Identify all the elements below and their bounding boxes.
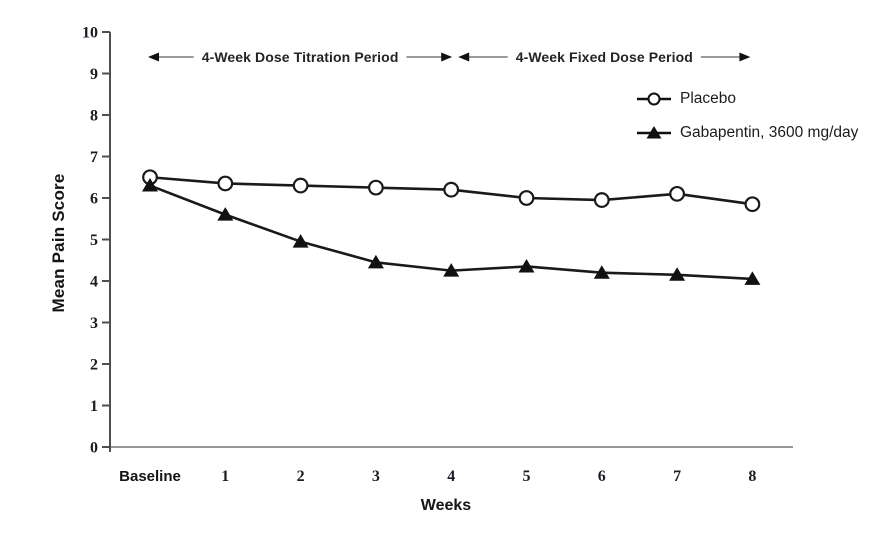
svg-text:6: 6 [598, 468, 606, 485]
svg-text:4-Week Dose Titration Period: 4-Week Dose Titration Period [202, 49, 399, 65]
svg-text:5: 5 [523, 468, 531, 485]
svg-text:3: 3 [372, 468, 380, 485]
filled-triangle-marker-icon [637, 126, 671, 139]
legend-item-placebo: Placebo [636, 88, 858, 110]
svg-text:4: 4 [447, 468, 455, 485]
svg-text:4: 4 [90, 274, 98, 291]
legend-item-gabapentin: Gabapentin, 3600 mg/day [636, 122, 858, 144]
svg-text:1: 1 [90, 398, 98, 415]
svg-text:3: 3 [90, 315, 98, 332]
open-circle-marker-icon [637, 92, 671, 106]
svg-text:5: 5 [90, 232, 98, 249]
y-axis-title: Mean Pain Score [49, 173, 68, 313]
legend: Placebo Gabapentin, 3600 mg/day [636, 88, 858, 156]
svg-text:2: 2 [297, 468, 305, 485]
svg-text:10: 10 [82, 25, 98, 42]
svg-text:4-Week Fixed Dose Period: 4-Week Fixed Dose Period [516, 49, 693, 65]
svg-text:7: 7 [673, 468, 681, 485]
svg-text:9: 9 [90, 66, 98, 83]
svg-text:8: 8 [90, 108, 98, 125]
svg-text:6: 6 [90, 191, 98, 208]
legend-label-placebo: Placebo [680, 90, 737, 107]
svg-text:0: 0 [90, 440, 98, 457]
svg-text:8: 8 [748, 468, 756, 485]
svg-text:Baseline: Baseline [119, 468, 181, 485]
legend-label-gabapentin: Gabapentin, 3600 mg/day [680, 124, 859, 141]
svg-text:2: 2 [90, 357, 98, 374]
x-axis-title: Weeks [420, 497, 472, 514]
svg-text:1: 1 [221, 468, 229, 485]
svg-text:7: 7 [90, 149, 98, 166]
